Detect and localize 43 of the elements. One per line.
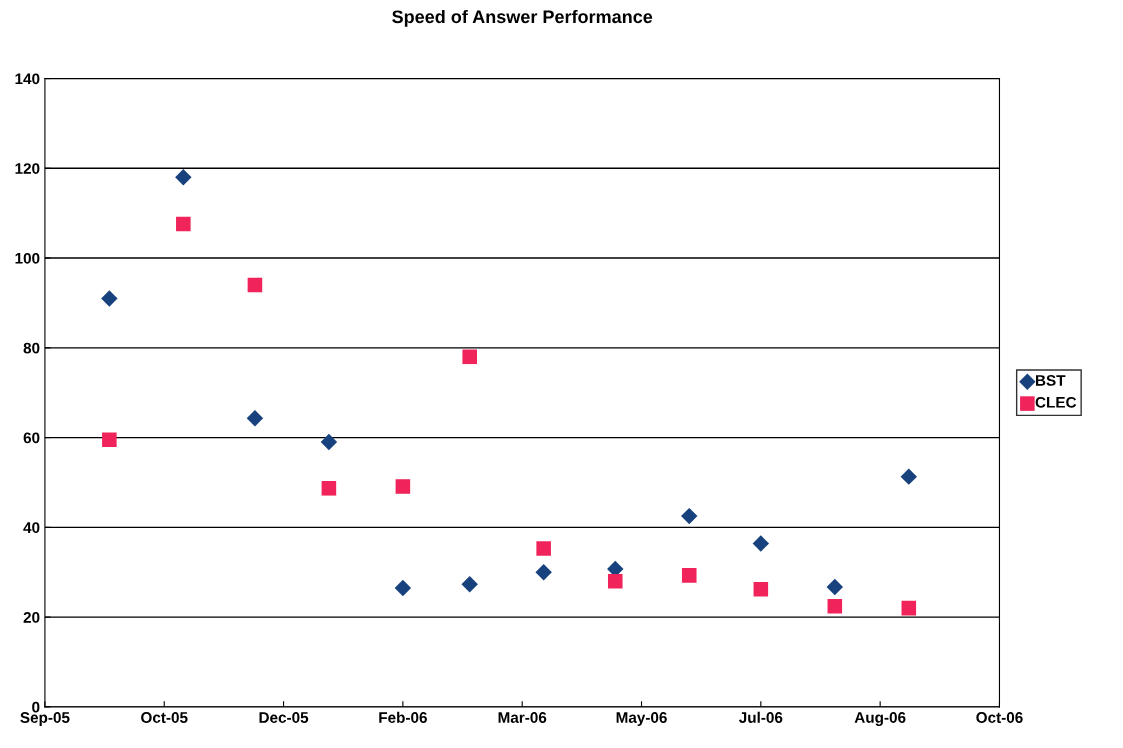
y-tick-label: 120 xyxy=(15,163,40,174)
y-tick-label: 60 xyxy=(23,432,40,444)
point xyxy=(462,349,477,365)
x-tick-label: Oct-05 xyxy=(141,712,188,723)
point xyxy=(681,568,697,583)
point xyxy=(395,479,411,494)
point xyxy=(247,277,263,293)
chart-title: Speed of Answer Performance xyxy=(392,9,653,27)
x-tick-label: Aug-06 xyxy=(854,712,906,726)
x-tick-label: Oct-06 xyxy=(976,712,1023,723)
point xyxy=(607,573,623,589)
legend-label: CLEC xyxy=(1035,396,1077,408)
point xyxy=(753,581,769,597)
point xyxy=(752,535,770,552)
point xyxy=(101,290,118,307)
point xyxy=(827,599,843,614)
x-tick-label: Feb-06 xyxy=(379,711,427,723)
point xyxy=(321,481,337,496)
y-tick-label: 100 xyxy=(15,252,40,264)
point xyxy=(535,564,552,581)
point xyxy=(246,410,264,427)
legend-label: BST xyxy=(1036,375,1066,386)
point xyxy=(394,579,412,597)
point xyxy=(826,578,844,596)
point xyxy=(175,169,192,186)
y-tick-label: 40 xyxy=(23,522,40,534)
point xyxy=(176,216,191,232)
point xyxy=(900,468,917,485)
x-tick-label: Sep-05 xyxy=(20,712,70,726)
point xyxy=(536,541,551,556)
point xyxy=(320,433,338,451)
y-tick-label: 140 xyxy=(15,73,40,85)
y-tick-label: 0 xyxy=(32,701,40,713)
x-tick-label: May-06 xyxy=(616,712,667,726)
point xyxy=(681,507,698,525)
x-tick-label: Jul-06 xyxy=(738,711,783,723)
y-tick-label: 80 xyxy=(23,342,40,354)
point xyxy=(102,432,117,448)
point xyxy=(901,600,917,616)
x-tick-label: Dec-05 xyxy=(259,712,309,723)
point xyxy=(461,576,478,593)
y-tick-label: 20 xyxy=(23,611,40,623)
x-tick-label: Mar-06 xyxy=(498,712,547,723)
